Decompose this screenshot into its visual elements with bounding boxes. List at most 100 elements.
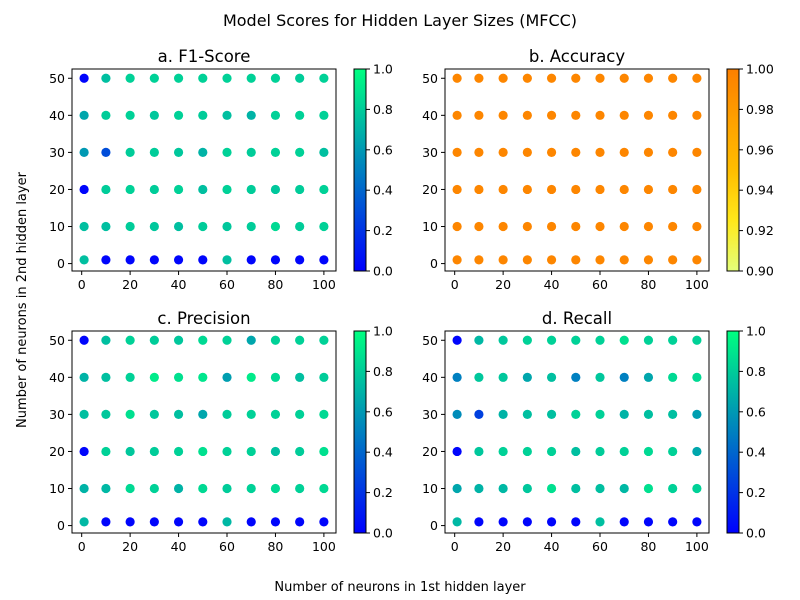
colorbar-tick-label: 0.0: [373, 264, 393, 279]
data-point: [125, 446, 135, 457]
data-point: [546, 110, 557, 120]
y-tick-label: 40: [49, 370, 65, 385]
data-point: [595, 184, 605, 195]
data-point: [125, 483, 135, 494]
data-point: [246, 446, 256, 457]
data-point: [125, 110, 135, 120]
colorbar-tick-label: 1.0: [746, 324, 766, 339]
data-point: [295, 255, 305, 265]
data-point: [452, 221, 462, 232]
data-point: [319, 446, 329, 457]
y-tick-label: 10: [49, 481, 65, 496]
data-point: [619, 255, 629, 265]
colorbar-tick-label: 0.4: [373, 445, 393, 460]
data-point: [101, 110, 111, 120]
data-point: [546, 147, 557, 157]
data-point: [452, 483, 462, 494]
data-point: [668, 446, 678, 457]
data-point: [125, 409, 135, 419]
colorbar-tick-label: 0.2: [373, 485, 393, 500]
data-point: [319, 255, 329, 265]
data-point: [173, 372, 184, 382]
data-point: [546, 517, 557, 527]
data-point: [222, 517, 232, 527]
y-tick-label: 20: [422, 182, 438, 197]
data-point: [668, 517, 678, 527]
data-point: [474, 73, 484, 83]
data-point: [198, 409, 208, 419]
data-point: [79, 255, 89, 265]
axes-frame: [444, 68, 710, 272]
data-point: [222, 409, 232, 419]
x-tick-label: 60: [592, 277, 608, 292]
y-tick-label: 30: [49, 145, 65, 160]
data-point: [222, 372, 232, 382]
x-tick-label: 40: [171, 277, 187, 292]
x-tick-label: 100: [312, 539, 336, 554]
data-point: [619, 221, 629, 232]
x-tick-label: 20: [495, 277, 511, 292]
subplot-title: a. F1-Score: [158, 47, 251, 66]
data-point: [692, 221, 702, 232]
data-point: [498, 483, 508, 494]
data-point: [595, 446, 605, 457]
data-point: [643, 255, 654, 265]
data-point: [149, 517, 159, 527]
data-point: [571, 409, 581, 419]
subplot-2: b. Accuracy 0 20 40 60 80 100 0 10 20 30 40 50 0.90 0.…: [422, 47, 774, 292]
data-point: [595, 147, 605, 157]
colorbar-tick-label: 0.90: [746, 264, 774, 279]
data-point: [173, 446, 184, 457]
data-point: [498, 110, 508, 120]
data-point: [643, 73, 654, 83]
data-point: [522, 255, 532, 265]
data-point: [173, 517, 184, 527]
data-point: [319, 335, 329, 345]
data-point: [222, 255, 232, 265]
data-point: [595, 335, 605, 345]
data-point: [222, 221, 232, 232]
data-point: [595, 483, 605, 494]
data-point: [546, 372, 557, 382]
data-point: [319, 517, 329, 527]
y-tick-label: 0: [430, 518, 438, 533]
colorbar-tick-label: 1.0: [373, 324, 393, 339]
data-point: [522, 483, 532, 494]
data-point: [571, 483, 581, 494]
data-point: [173, 255, 184, 265]
data-point: [692, 483, 702, 494]
data-point: [270, 483, 281, 494]
data-point: [571, 147, 581, 157]
y-tick-label: 40: [422, 370, 438, 385]
data-point: [173, 221, 184, 232]
data-point: [173, 147, 184, 157]
data-point: [198, 335, 208, 345]
data-point: [474, 184, 484, 195]
data-point: [295, 446, 305, 457]
data-point: [125, 255, 135, 265]
data-point: [222, 110, 232, 120]
data-point: [101, 221, 111, 232]
x-tick-label: 20: [495, 539, 511, 554]
data-point: [619, 335, 629, 345]
data-point: [498, 409, 508, 419]
data-point: [452, 110, 462, 120]
data-point: [149, 73, 159, 83]
data-point: [270, 372, 281, 382]
data-point: [270, 409, 281, 419]
x-tick-label: 80: [640, 277, 656, 292]
data-point: [571, 110, 581, 120]
x-tick-label: 0: [78, 539, 86, 554]
data-point: [198, 221, 208, 232]
x-tick-label: 0: [451, 277, 459, 292]
data-point: [149, 483, 159, 494]
data-point: [692, 255, 702, 265]
data-point: [246, 110, 256, 120]
data-point: [571, 372, 581, 382]
data-point: [522, 147, 532, 157]
data-point: [692, 446, 702, 457]
data-point: [149, 372, 159, 382]
data-point: [295, 184, 305, 195]
colorbar-tick-label: 0.6: [746, 404, 766, 419]
subplot-title: d. Recall: [542, 309, 612, 328]
